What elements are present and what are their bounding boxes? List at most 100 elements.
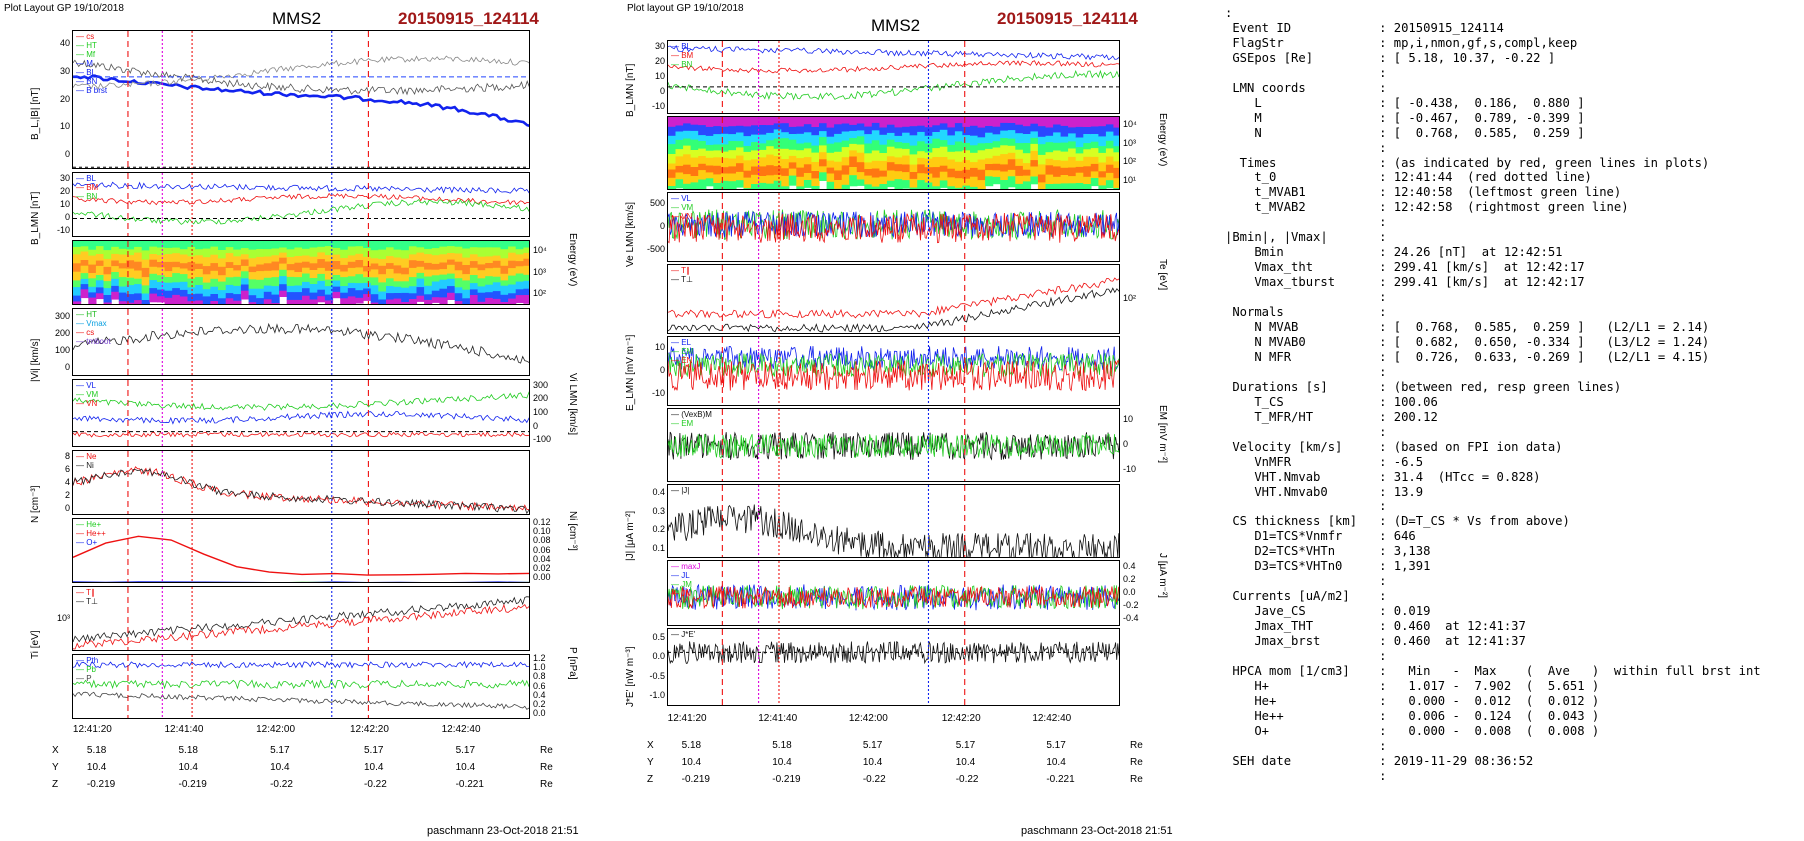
spectrogram-cell	[690, 176, 699, 183]
spectrogram-cell	[355, 267, 364, 275]
panel-legend: — Ne — Ni	[76, 452, 96, 470]
spectrogram-cell	[141, 293, 150, 301]
spectrogram-cell	[1000, 130, 1009, 139]
spectrogram-cell	[408, 299, 418, 304]
position-value: 5.17	[363, 745, 384, 756]
spectrogram-cell	[485, 263, 494, 269]
spectrogram-cell	[675, 139, 684, 150]
spectrogram-cell	[416, 278, 425, 288]
y-axis-label: |J| [μA m⁻²]	[625, 510, 636, 561]
spectrogram-cell	[894, 171, 903, 180]
spectrogram-cell	[164, 277, 173, 284]
spectrogram-cell	[924, 143, 933, 153]
spectrogram-cell	[485, 256, 494, 264]
spectrogram-cell	[1030, 176, 1039, 185]
y-axis-label: Vi LMN [km/s]	[567, 373, 578, 436]
spectrogram-cell	[370, 277, 379, 286]
y-tick-label: 0.4	[533, 689, 546, 700]
spectrogram-cell	[401, 267, 410, 275]
position-value: -0.22	[363, 779, 387, 790]
panel-plot-Te	[668, 265, 1119, 333]
spectrogram-cell	[279, 247, 288, 254]
spectrogram-cell	[736, 125, 745, 134]
spectrogram-cell	[447, 259, 456, 266]
spectrogram-cell	[728, 158, 737, 167]
spectrogram-cell	[149, 288, 158, 295]
legend-entry: — BN	[76, 192, 98, 201]
y-axis-label: P [nPa]	[567, 646, 578, 680]
panel-legend: — T∥ — T⊥	[671, 266, 693, 284]
panel-spec	[72, 240, 530, 305]
spectrogram-cell	[849, 156, 858, 168]
spectrogram-cell	[728, 166, 737, 175]
spectrogram-cell	[393, 293, 402, 300]
spectrogram-cell	[1045, 158, 1054, 166]
spectrogram-cell	[225, 247, 234, 254]
spectrogram-cell	[720, 157, 730, 168]
y-axis-label: Ve LMN [km/s]	[625, 201, 636, 267]
spectrogram-cell	[954, 123, 964, 132]
spectrogram-cell	[886, 139, 896, 148]
spectrogram-cell	[826, 117, 835, 129]
spectrogram-cell	[871, 150, 880, 162]
spectrogram-cell	[985, 176, 994, 187]
spectrogram-cell	[698, 156, 707, 165]
spectrogram-cell	[871, 122, 880, 131]
spectrogram-cell	[1113, 135, 1119, 147]
y-tick-label: 200	[54, 327, 70, 338]
spectrogram-cell	[675, 131, 684, 141]
spectrogram-cell	[766, 146, 775, 156]
spectrogram-cell	[508, 260, 517, 269]
spectrogram-cell	[477, 301, 486, 304]
spectrogram-cell	[424, 299, 433, 304]
spectrogram-cell	[751, 150, 760, 160]
spectrogram-cell	[134, 241, 143, 248]
spectrogram-cell	[713, 150, 722, 158]
spectrogram-cell	[766, 125, 775, 134]
spectrogram-cell	[992, 134, 1001, 142]
spectrogram-cell	[340, 292, 349, 299]
spectrogram-cell	[1022, 134, 1032, 144]
spectrogram-cell	[826, 136, 835, 145]
spectrogram-cell	[871, 130, 880, 141]
y-tick-label: 0.6	[533, 680, 546, 691]
series-line	[668, 277, 1119, 319]
spectrogram-cell	[401, 281, 410, 289]
spectrogram-cell	[157, 255, 166, 263]
spectrogram-cell	[141, 250, 150, 261]
spectrogram-cell	[172, 241, 181, 249]
spectrogram-cell	[347, 296, 356, 304]
spectrogram-cell	[849, 143, 858, 151]
spectrogram-cell	[286, 285, 295, 293]
spectrogram-cell	[826, 152, 835, 162]
legend-entry: — M	[76, 59, 93, 68]
y-tick-label: 6	[64, 463, 70, 474]
spectrogram-cell	[841, 117, 850, 125]
spectrogram-cell	[317, 252, 326, 260]
spectrogram-cell	[424, 285, 433, 295]
spectrogram-cell	[803, 142, 813, 149]
spectrogram-cell	[796, 186, 805, 189]
spectrogram-cell	[970, 186, 979, 189]
y-tick-label: 30	[654, 41, 665, 52]
spectrogram-cell	[523, 258, 529, 267]
spectrogram-cell	[149, 241, 158, 248]
x-tick-label: 12:42:40	[441, 724, 481, 735]
spectrogram-cell	[683, 138, 692, 147]
spectrogram-cell	[781, 148, 790, 160]
spectrogram-cell	[95, 265, 105, 276]
spectrogram-cell	[751, 174, 760, 185]
spectrogram-cell	[118, 263, 127, 270]
series-line	[73, 468, 529, 514]
spectrogram-cell	[492, 247, 501, 257]
spectrogram-cell	[263, 241, 272, 250]
spectrogram-cell	[705, 157, 714, 167]
spectrogram-cell	[355, 283, 364, 291]
y-tick-label: 10²	[533, 288, 547, 299]
spectrogram-cell	[386, 286, 395, 294]
spectrogram-cell	[256, 271, 265, 281]
spectrogram-cell	[1030, 166, 1039, 178]
spectrogram-cell	[271, 303, 280, 304]
spectrogram-cell	[909, 178, 918, 189]
spectrogram-cell	[781, 186, 790, 189]
